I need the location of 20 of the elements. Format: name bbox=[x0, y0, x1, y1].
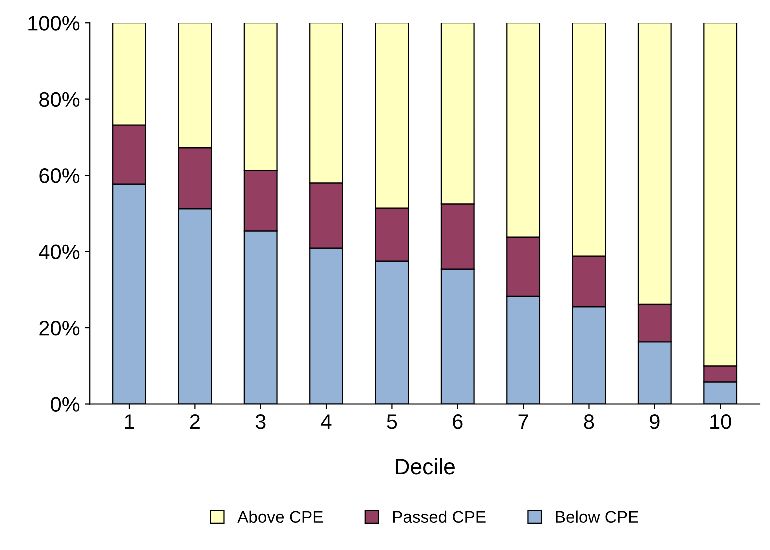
y-tick-label: 80% bbox=[40, 92, 80, 108]
x-tick-label: 2 bbox=[190, 414, 200, 430]
x-axis-title: Decile bbox=[396, 458, 455, 475]
y-tick-label: 100% bbox=[28, 16, 80, 31]
x-tick-label: 10 bbox=[710, 414, 732, 430]
x-tick-label: 4 bbox=[321, 414, 332, 430]
x-tick-label: 3 bbox=[256, 414, 266, 430]
y-tick-label: 40% bbox=[39, 244, 80, 260]
y-tick-label: 0% bbox=[51, 397, 80, 412]
x-tick-label: 5 bbox=[387, 414, 398, 430]
x-tick-label: 1 bbox=[125, 414, 134, 430]
x-tick-label: 9 bbox=[650, 414, 660, 430]
y-tick-label: 20% bbox=[40, 321, 80, 336]
legend-label: Below CPE bbox=[556, 510, 638, 524]
x-tick-label: 7 bbox=[518, 414, 528, 430]
y-tick-label: 60% bbox=[40, 168, 80, 184]
legend-label: Passed CPE bbox=[393, 510, 486, 524]
x-tick-label: 6 bbox=[453, 414, 463, 430]
x-tick-label: 8 bbox=[584, 414, 594, 430]
legend-label: Above CPE bbox=[238, 510, 324, 524]
